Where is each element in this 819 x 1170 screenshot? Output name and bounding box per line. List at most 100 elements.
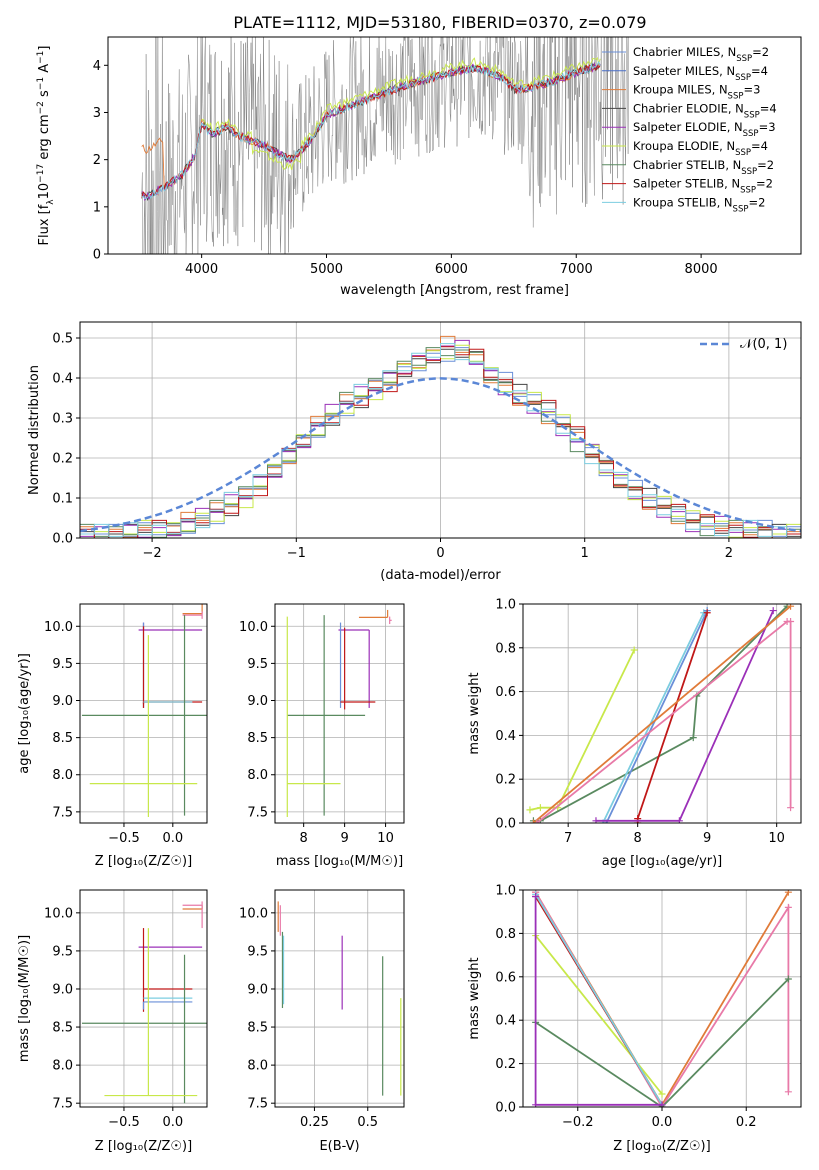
y-tick-label: 0.5 <box>52 332 73 347</box>
mass-weight-vs-age-panel: 7 8 9 10 0.0 0.2 0.4 0.6 0.8 1.0 age [log₁₀(age/yr… <box>467 598 802 869</box>
x-tick-label: 5000 <box>310 262 343 277</box>
error-bars <box>277 901 402 1096</box>
observed-flux-line <box>141 37 629 254</box>
x-tick-label: 10 <box>768 831 785 846</box>
data-point-marker <box>532 893 540 901</box>
x-axis-label: Z [log₁₀(Z/Z☉)] <box>95 854 192 869</box>
y-axis-label: age [log₁₀(age/yr)] <box>17 653 32 774</box>
axes-frame <box>522 603 802 824</box>
legend-entry-tail: =2 <box>748 195 765 209</box>
data-point-marker <box>536 804 544 812</box>
mass-weight-line <box>535 978 790 1107</box>
legend-entry-text: Chabrier STELIB, N <box>633 158 741 172</box>
x-tick-label: 2 <box>725 546 733 561</box>
y-tick-label: 0.2 <box>495 1057 516 1072</box>
legend-entry: Chabrier MILES, NSSP=2 <box>633 45 769 64</box>
data-point-marker <box>658 1090 666 1098</box>
x-tick-label: 6000 <box>435 262 468 277</box>
data-point-marker <box>658 1101 666 1107</box>
data-point-marker <box>784 1088 792 1096</box>
x-axis-label: Z [log₁₀(Z/Z☉)] <box>613 1139 710 1154</box>
y-tick-label: 7.5 <box>247 805 268 820</box>
x-tick-label: 0.0 <box>162 831 183 846</box>
mass-weight-line <box>536 620 792 823</box>
legend-entry-text: Salpeter ELODIE, N <box>633 120 743 134</box>
y-tick-label: 10.0 <box>239 620 268 635</box>
data-point-marker <box>784 903 792 911</box>
legend-entry-tail: =2 <box>752 45 769 59</box>
mass-vs-metallicity-panel: −0.5 0.0 7.5 8.0 8.5 9.0 9.5 10.0 Z [log₁₀(Z/Z☉)… <box>17 889 208 1154</box>
x-tick-label: 1 <box>581 546 589 561</box>
data-point-marker <box>784 975 792 983</box>
y-tick-label: 4 <box>93 59 101 74</box>
legend-entry-tail: =4 <box>751 139 768 153</box>
legend-entry-sub: SSP <box>735 73 751 83</box>
y-tick-label: 8.0 <box>247 1059 268 1074</box>
y-tick-label: 0.0 <box>52 532 73 547</box>
data-point-marker <box>526 806 534 814</box>
legend-entry-text: Kroupa STELIB, N <box>633 195 733 209</box>
y-tick-label: 9.5 <box>52 657 73 672</box>
legend-entry-sub: SSP <box>736 54 752 64</box>
legend-entry-tail: =2 <box>756 177 773 191</box>
data-point-marker <box>703 609 711 617</box>
legend-entry-sub: SSP <box>735 148 751 158</box>
legend-entry-text: Kroupa MILES, N <box>633 83 728 97</box>
spectrum-panel: 4000 5000 6000 7000 8000 0 1 2 3 4 wavelength [Ang… <box>36 36 802 298</box>
y-tick-label: 7.5 <box>247 1097 268 1112</box>
histogram-step <box>80 344 801 538</box>
legend-entry: Kroupa ELODIE, NSSP=4 <box>633 139 768 158</box>
legend-entry-text: Chabrier ELODIE, N <box>633 101 744 115</box>
normal-distribution-curve <box>80 377 801 533</box>
data-point-marker <box>533 819 541 823</box>
x-tick-label: 0.0 <box>162 1115 183 1130</box>
axes-frame <box>274 889 405 1108</box>
x-tick-label: 0.25 <box>300 1115 329 1130</box>
residual-histogram-panel: −2 −1 0 1 2 0.0 0.1 0.2 0.3 0.4 0.5 (data-model)/er… <box>27 321 802 583</box>
x-tick-label: 7 <box>564 831 572 846</box>
x-tick-label: 8 <box>634 831 642 846</box>
data-point-marker <box>592 817 600 823</box>
x-tick-label: 10 <box>377 831 394 846</box>
model-spectra <box>141 57 601 202</box>
y-axis-label: Normed distribution <box>27 365 42 495</box>
legend-entry: Salpeter STELIB, NSSP=2 <box>633 177 773 196</box>
data-point-marker <box>787 804 795 812</box>
x-tick-label: −0.2 <box>562 1115 594 1130</box>
x-tick-label: 8000 <box>685 262 718 277</box>
x-tick-label: 0.5 <box>357 1115 378 1130</box>
legend-entry-text: Kroupa ELODIE, N <box>633 139 735 153</box>
x-tick-label: 9 <box>703 831 711 846</box>
data-point-marker <box>532 1101 540 1107</box>
axes-frame <box>79 321 802 539</box>
data-point-marker <box>787 604 795 610</box>
mass-weight-lines <box>526 604 795 823</box>
x-tick-label: −2 <box>143 546 162 561</box>
y-tick-label: 0.4 <box>52 372 73 387</box>
legend-entry: Salpeter ELODIE, NSSP=3 <box>633 120 776 139</box>
axes-frame <box>79 889 208 1108</box>
mass-weight-line <box>605 610 709 823</box>
x-tick-label: 0 <box>436 546 444 561</box>
legend-entry-sub: SSP <box>743 129 759 139</box>
x-axis-label: (data-model)/error <box>380 568 501 583</box>
y-tick-label: 0.0 <box>495 1101 516 1116</box>
legend-entry: Chabrier ELODIE, NSSP=4 <box>633 101 777 120</box>
data-point-marker <box>529 819 537 823</box>
y-tick-label: 10.0 <box>44 620 73 635</box>
legend-entry-text: Salpeter STELIB, N <box>633 177 740 191</box>
legend-entry-sub: SSP <box>728 92 744 102</box>
y-tick-label: 0.4 <box>495 729 516 744</box>
y-tick-label: 0.1 <box>52 492 73 507</box>
legend-entry: 𝒩(0, 1) <box>740 337 787 352</box>
axes-frame <box>79 603 208 824</box>
x-tick-label: 4000 <box>185 262 218 277</box>
legend-entry: Kroupa STELIB, NSSP=2 <box>633 195 765 214</box>
y-tick-label: 8.5 <box>52 731 73 746</box>
x-tick-label: 0.2 <box>736 1115 757 1130</box>
y-tick-label: 0.0 <box>495 817 516 832</box>
y-tick-label: 8.5 <box>247 731 268 746</box>
x-axis-label: wavelength [Angstrom, rest frame] <box>340 283 569 298</box>
